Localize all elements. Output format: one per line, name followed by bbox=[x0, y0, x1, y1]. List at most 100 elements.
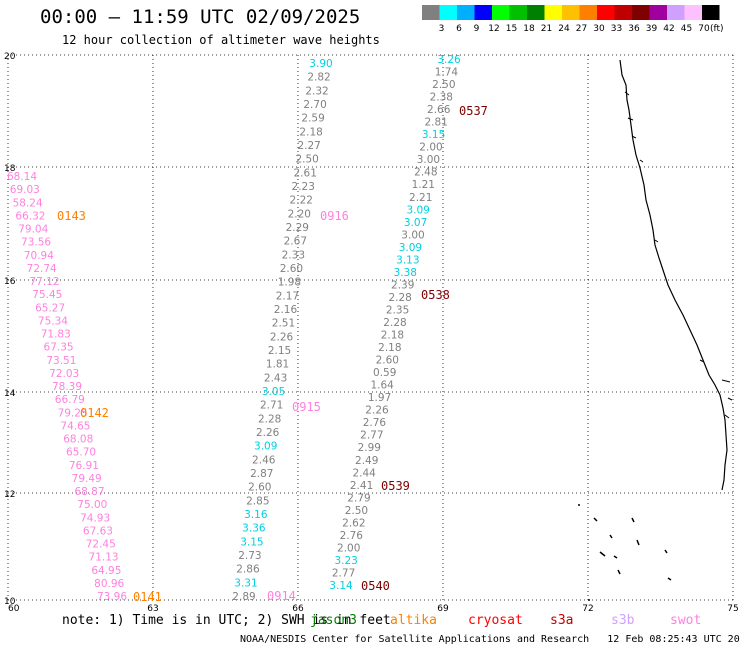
wave-height-value: 2.33 bbox=[282, 249, 305, 261]
wave-height-value: 69.03 bbox=[10, 184, 40, 196]
wave-height-value: 3.05 bbox=[262, 386, 285, 398]
legend-swatch bbox=[579, 5, 597, 20]
wave-height-value: 2.20 bbox=[288, 208, 311, 220]
wave-height-value: 2.44 bbox=[352, 467, 376, 479]
wave-height-value: 3.14 bbox=[329, 580, 353, 592]
legend-label: 36 bbox=[628, 24, 640, 34]
wave-height-value: 3.23 bbox=[334, 555, 357, 567]
wave-height-value: 66.79 bbox=[55, 394, 85, 406]
legend-swatch bbox=[684, 5, 702, 20]
wave-height-value: 2.28 bbox=[388, 292, 411, 304]
legend-label: 27 bbox=[576, 24, 587, 34]
wave-height-value: 3.38 bbox=[394, 267, 417, 279]
x-tick-label: 63 bbox=[147, 604, 158, 614]
pass-time-label: 0915 bbox=[292, 400, 321, 414]
y-tick-label: 16 bbox=[4, 277, 16, 287]
wave-height-value: 68.08 bbox=[63, 434, 93, 446]
pass-time-label: 0141 bbox=[133, 590, 162, 604]
legend-label: 45 bbox=[681, 24, 692, 34]
x-tick-label: 72 bbox=[582, 604, 593, 614]
wave-height-value: 73.96 bbox=[97, 591, 127, 603]
wave-height-value: 2.26 bbox=[365, 405, 389, 417]
wave-height-value: 2.51 bbox=[272, 318, 295, 330]
legend-label: 12 bbox=[488, 24, 499, 34]
legend-swatch bbox=[667, 5, 685, 20]
y-tick-label: 18 bbox=[4, 164, 16, 174]
wave-height-value: 1.64 bbox=[370, 380, 394, 392]
wave-height-value: 79.04 bbox=[18, 224, 48, 236]
wave-height-value: 2.41 bbox=[350, 480, 373, 492]
wave-height-value: 2.43 bbox=[264, 372, 287, 384]
satellite-legend-cryosat: cryosat bbox=[468, 613, 523, 628]
wave-height-value: 77.12 bbox=[29, 276, 59, 288]
wave-height-value: 2.61 bbox=[294, 167, 317, 179]
page-title: 00:00 – 11:59 UTC 02/09/2025 bbox=[40, 6, 361, 28]
y-tick-label: 14 bbox=[4, 389, 16, 399]
y-tick-label: 10 bbox=[4, 597, 16, 607]
wave-height-value: 2.23 bbox=[292, 181, 315, 193]
legend-swatch bbox=[509, 5, 527, 20]
legend-swatch bbox=[632, 5, 650, 20]
x-tick-label: 69 bbox=[437, 604, 449, 614]
wave-height-value: 68.87 bbox=[74, 486, 104, 498]
satellite-legend-s3b: s3b bbox=[611, 613, 635, 628]
wave-height-value: 2.77 bbox=[332, 567, 355, 579]
wave-height-value: 72.74 bbox=[27, 263, 57, 275]
legend-label: 9 bbox=[474, 24, 480, 34]
legend-label: 70 bbox=[698, 24, 710, 34]
wave-height-value: 3.09 bbox=[254, 441, 277, 453]
y-tick-label: 12 bbox=[4, 490, 15, 500]
wave-height-value: 3.00 bbox=[417, 154, 440, 166]
page-subtitle: 12 hour collection of altimeter wave hei… bbox=[62, 33, 380, 47]
pass-time-label: 0538 bbox=[421, 288, 450, 302]
wave-height-value: 1.21 bbox=[412, 179, 435, 191]
wave-height-value: 3.16 bbox=[244, 509, 268, 521]
wave-height-value: 2.18 bbox=[299, 126, 322, 138]
wave-height-value: 3.07 bbox=[404, 217, 427, 229]
wave-height-value: 2.87 bbox=[250, 468, 273, 480]
wave-height-value: 3.15 bbox=[240, 536, 263, 548]
satellite-legend-swot: swot bbox=[670, 613, 702, 628]
legend-label: 3 bbox=[439, 24, 445, 34]
legend-swatch bbox=[492, 5, 510, 20]
wave-height-value: 2.27 bbox=[297, 140, 320, 152]
pass-time-label: 0916 bbox=[320, 209, 349, 223]
wave-height-value: 76.91 bbox=[69, 460, 99, 472]
wave-height-value: 2.50 bbox=[432, 79, 455, 91]
wave-height-value: 2.70 bbox=[303, 99, 326, 111]
wave-height-value: 79.25 bbox=[58, 407, 88, 419]
wave-height-value: 67.63 bbox=[83, 525, 113, 537]
wave-height-value: 2.28 bbox=[258, 413, 281, 425]
y-tick-label: 20 bbox=[4, 52, 16, 62]
wave-height-value: 2.26 bbox=[256, 427, 280, 439]
satellite-legend-jason3: jason3 bbox=[310, 613, 357, 628]
pass-time-label: 0539 bbox=[381, 479, 410, 493]
wave-height-value: 75.00 bbox=[77, 499, 107, 511]
wave-height-value: 78.39 bbox=[52, 381, 82, 393]
wave-height-value: 1.74 bbox=[435, 67, 459, 79]
legend-swatch bbox=[702, 5, 720, 20]
wave-height-value: 1.98 bbox=[278, 277, 301, 289]
wave-height-value: 2.85 bbox=[246, 495, 269, 507]
wave-height-value: 67.35 bbox=[44, 342, 74, 354]
wave-height-value: 73.51 bbox=[46, 355, 76, 367]
wave-height-value: 2.73 bbox=[238, 550, 261, 562]
wave-height-value: 75.34 bbox=[38, 315, 68, 327]
wave-height-value: 1.81 bbox=[266, 359, 289, 371]
wave-height-value: 64.95 bbox=[91, 565, 121, 577]
legend-swatch bbox=[649, 5, 667, 20]
wave-height-value: 72.03 bbox=[49, 368, 79, 380]
legend-swatch bbox=[457, 5, 475, 20]
wave-height-value: 2.82 bbox=[307, 72, 330, 84]
legend-swatch bbox=[562, 5, 580, 20]
wave-height-value: 79.49 bbox=[72, 473, 102, 485]
wave-height-value: 2.62 bbox=[342, 517, 365, 529]
wave-height-value: 71.13 bbox=[89, 552, 119, 564]
pass-time-label: 0143 bbox=[57, 209, 86, 223]
x-tick-label: 66 bbox=[292, 604, 304, 614]
legend-label: 39 bbox=[646, 24, 658, 34]
wave-height-value: 80.96 bbox=[94, 578, 124, 590]
wave-height-value: 73.56 bbox=[21, 237, 51, 249]
wave-height-value: 1.97 bbox=[368, 392, 391, 404]
